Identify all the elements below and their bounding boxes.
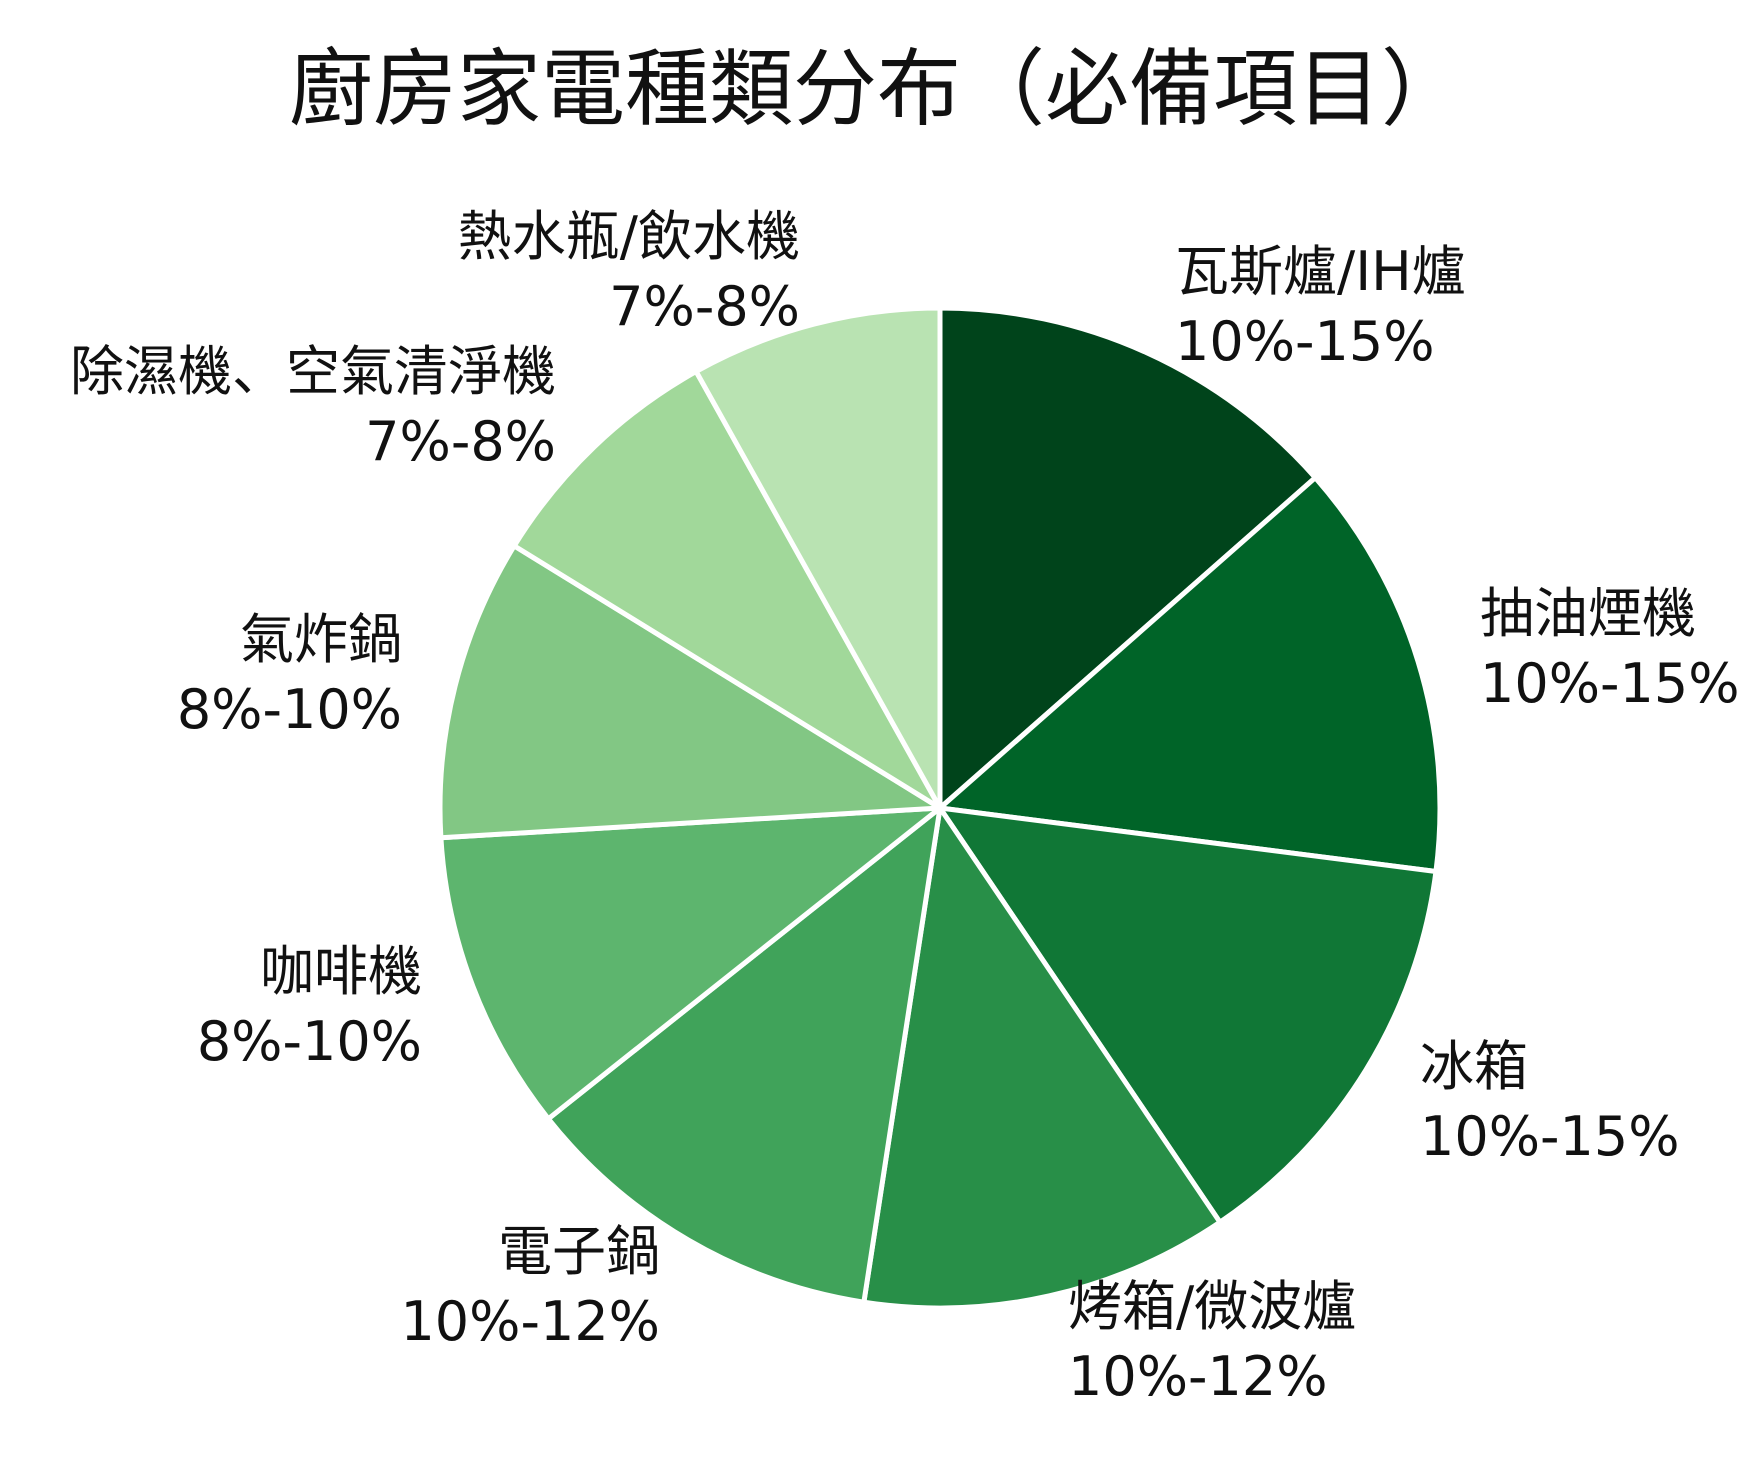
slice-label-name-7: 氣炸鍋	[240, 608, 402, 671]
slice-label-name-5: 電子鍋	[498, 1220, 660, 1283]
slice-label-range-3: 10%-15%	[1420, 1105, 1680, 1168]
slice-label-name-4: 烤箱/微波爐	[1068, 1275, 1356, 1338]
pie-slice-5	[545, 805, 943, 1305]
slice-label-name-1: 瓦斯爐/IH爐	[1175, 240, 1466, 303]
pie-slices	[437, 305, 1443, 1311]
slice-label-range-6: 8%-10%	[197, 1010, 422, 1073]
slice-label-name-2: 抽油煙機	[1480, 582, 1696, 645]
pie-slice-1	[937, 305, 1318, 811]
pie-slice-9	[693, 305, 943, 811]
slice-label-range-4: 10%-12%	[1068, 1345, 1328, 1408]
pie-slice-8	[511, 368, 943, 811]
slice-label-range-7: 8%-10%	[177, 678, 402, 741]
slice-label-range-1: 10%-15%	[1175, 310, 1435, 373]
pie-labels: 瓦斯爐/IH爐 10%-15% 抽油煙機 10%-15% 冰箱 10%-15% 烤箱/微波爐…	[70, 205, 1740, 1408]
pie-slice-6	[438, 805, 943, 1122]
pie-slice-2	[937, 475, 1443, 875]
pie-slice-7	[437, 543, 943, 841]
slice-label-range-2: 10%-15%	[1480, 652, 1740, 715]
slice-label-name-9: 熱水瓶/飲水機	[458, 205, 800, 268]
slice-label-name-3: 冰箱	[1420, 1035, 1528, 1098]
pie-slice-4	[861, 805, 1223, 1311]
slice-label-name-8: 除濕機、空氣清淨機	[70, 340, 556, 403]
slice-label-name-6: 咖啡機	[260, 940, 422, 1003]
slice-label-range-8: 7%-8%	[365, 410, 556, 473]
pie-slice-3	[937, 805, 1439, 1225]
slice-label-range-5: 10%-12%	[400, 1290, 660, 1353]
chart-title: 廚房家電種類分布（必備項目）	[288, 40, 1465, 138]
slice-label-range-9: 7%-8%	[609, 275, 800, 338]
